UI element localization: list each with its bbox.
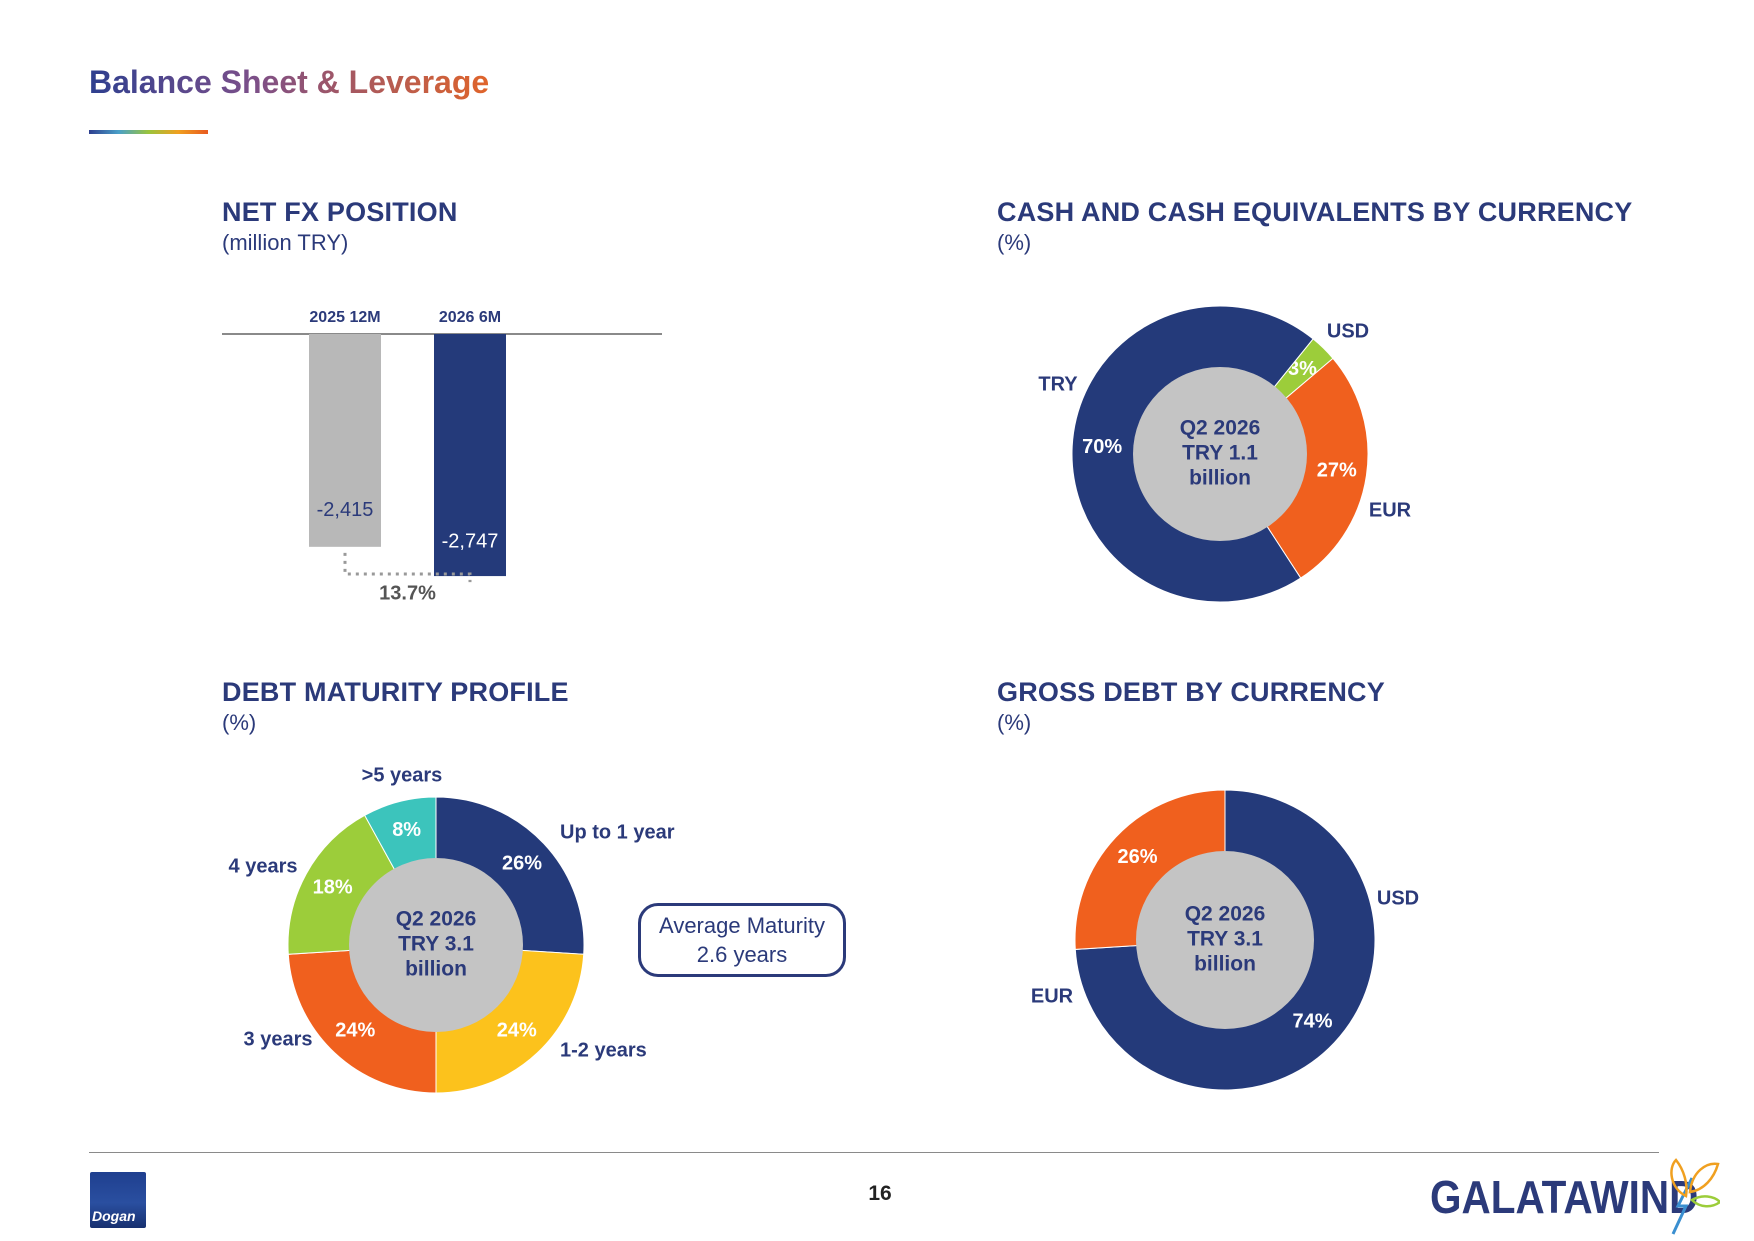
maturity-center-circle bbox=[349, 858, 523, 1032]
gross-category-label-usd: USD bbox=[1377, 887, 1419, 909]
maturity-value-label-3-years: 24% bbox=[335, 1019, 375, 1041]
maturity-category-label-1-2-years: 1-2 years bbox=[560, 1039, 647, 1061]
gross-debt-title: GROSS DEBT BY CURRENCY bbox=[997, 677, 1385, 707]
cash-subtitle: (%) bbox=[997, 230, 1032, 255]
net-fx-subtitle: (million TRY) bbox=[222, 230, 349, 255]
net-fx-bar-chart: 2025 12M -2,415 2026 6M -2,747 13.7% bbox=[222, 309, 662, 604]
cash-center-circle bbox=[1133, 367, 1307, 541]
gross-center-line-3: billion bbox=[1194, 953, 1256, 976]
maturity-center-line-2: TRY 3.1 bbox=[398, 933, 474, 956]
gross-center-circle bbox=[1136, 851, 1314, 1029]
dogan-logo: Dogan bbox=[90, 1172, 146, 1228]
gross-value-label-eur: 26% bbox=[1118, 846, 1158, 868]
maturity-value-label-5-years: 8% bbox=[392, 819, 421, 841]
maturity-category-label-5-years: >5 years bbox=[362, 764, 443, 786]
maturity-category-label-4-years: 4 years bbox=[229, 855, 298, 877]
cash-value-label-usd: 3% bbox=[1288, 358, 1317, 380]
cash-category-label-usd: USD bbox=[1327, 320, 1369, 342]
bar-category-label-2025-12m: 2025 12M bbox=[309, 309, 380, 326]
cash-center-line-1: Q2 2026 bbox=[1180, 417, 1261, 440]
cash-title: CASH AND CASH EQUIVALENTS BY CURRENCY bbox=[997, 197, 1633, 227]
average-maturity-box: Average Maturity 2.6 years bbox=[638, 903, 846, 977]
bar-category-label-2026-6m: 2026 6M bbox=[439, 309, 501, 326]
cash-category-label-eur: EUR bbox=[1369, 499, 1412, 521]
net-fx-title: NET FX POSITION bbox=[222, 197, 458, 227]
maturity-category-label-up-to-1-year: Up to 1 year bbox=[560, 821, 675, 843]
page-number: 16 bbox=[868, 1182, 892, 1205]
maturity-center-line-3: billion bbox=[405, 958, 467, 981]
average-maturity-label: Average Maturity bbox=[659, 913, 825, 938]
gross-center-line-1: Q2 2026 bbox=[1185, 903, 1266, 926]
galatawind-logo: GALATAWIND bbox=[1430, 1148, 1720, 1238]
maturity-subtitle: (%) bbox=[222, 710, 257, 735]
maturity-value-label-4-years: 18% bbox=[313, 876, 353, 898]
bar-2025-12m bbox=[309, 334, 381, 547]
cash-value-label-try: 70% bbox=[1082, 436, 1122, 458]
title-underline bbox=[89, 130, 208, 134]
maturity-value-label-up-to-1-year: 26% bbox=[502, 853, 542, 875]
bar-change-label: 13.7% bbox=[379, 582, 436, 604]
gross-category-label-eur: EUR bbox=[1031, 985, 1074, 1007]
gross-center-line-2: TRY 3.1 bbox=[1187, 928, 1263, 951]
cash-center-line-2: TRY 1.1 bbox=[1182, 442, 1258, 465]
maturity-title: DEBT MATURITY PROFILE bbox=[222, 677, 569, 707]
dogan-logo-text: Dogan bbox=[92, 1208, 136, 1224]
galatawind-leaf-icon bbox=[1670, 1158, 1720, 1235]
galatawind-logo-text: GALATAWIND bbox=[1430, 1171, 1699, 1223]
footer-divider bbox=[89, 1152, 1659, 1153]
bar-change-connector bbox=[343, 552, 472, 583]
gross-debt-subtitle: (%) bbox=[997, 710, 1032, 735]
cash-center-line-3: billion bbox=[1189, 467, 1251, 490]
maturity-category-label-3-years: 3 years bbox=[244, 1028, 313, 1050]
page-title: Balance Sheet & Leverage bbox=[89, 64, 490, 100]
cash-category-label-try: TRY bbox=[1038, 373, 1078, 395]
maturity-value-label-1-2-years: 24% bbox=[497, 1019, 537, 1041]
bar-value-label-2026-6m: -2,747 bbox=[442, 530, 499, 552]
cash-value-label-eur: 27% bbox=[1317, 459, 1357, 481]
maturity-center-line-1: Q2 2026 bbox=[396, 908, 477, 931]
gross-value-label-usd: 74% bbox=[1292, 1010, 1332, 1032]
average-maturity-value: 2.6 years bbox=[696, 942, 788, 967]
bar-2026-6m bbox=[434, 334, 506, 577]
bar-value-label-2025-12m: -2,415 bbox=[317, 499, 374, 521]
